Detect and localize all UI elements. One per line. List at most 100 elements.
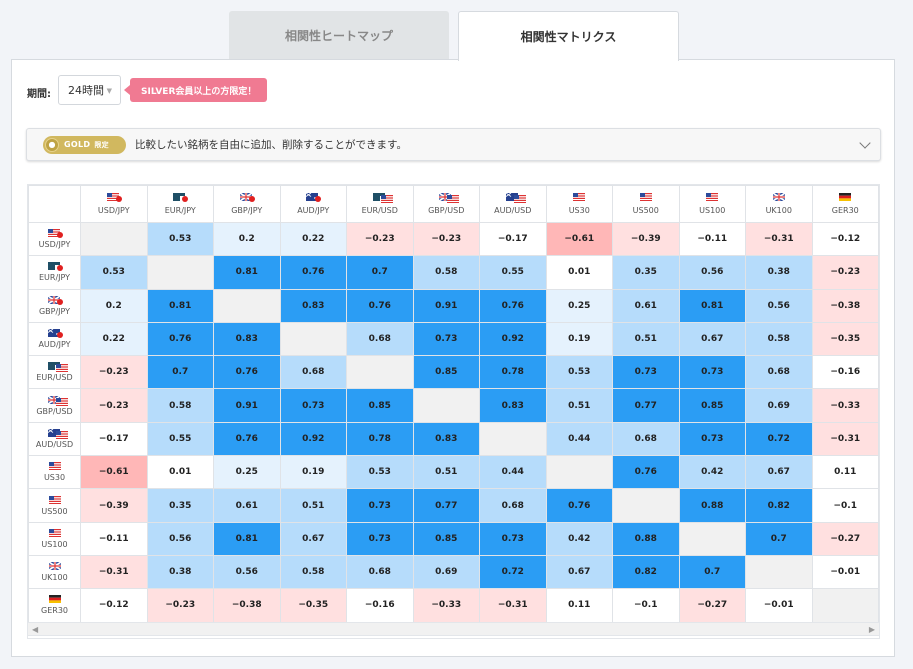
correlation-cell: 0.53 [346,455,414,490]
correlation-cell: −0.16 [346,588,414,623]
correlation-cell: 0.88 [612,521,680,556]
col-flag-icon-11 [838,193,852,202]
correlation-cell: −0.16 [811,355,879,390]
tab-matrix-label: 相関性マトリクス [520,30,617,44]
correlation-cell: 0.85 [346,388,414,423]
col-flag-icon-1 [173,193,189,202]
correlation-cell: 0.53 [80,255,148,290]
correlation-cell: 0.68 [346,554,414,590]
correlation-cell: 0.42 [545,521,613,556]
correlation-cell: 0.77 [412,488,480,523]
column-header: GER30 [811,185,879,223]
correlation-cell: −0.01 [745,588,813,623]
correlation-cell: 0.76 [479,288,547,323]
correlation-cell: −0.39 [612,221,680,257]
gold-feature-bar[interactable]: ● GOLD 限定 比較したい銘柄を自由に追加、削除することができます。 [26,128,881,161]
chevron-down-icon[interactable] [859,137,871,149]
table-row: GBP/USD −0.23 0.58 0.91 0.73 0.85 0.83 0.51 0.77… [28,388,879,423]
row-header: GBP/JPY [28,288,81,323]
column-header-label: EUR/JPY [164,206,196,215]
correlation-cell: 0.73 [479,521,547,556]
row-flag-icon-3 [47,328,63,339]
row-header-label: AUD/JPY [38,340,71,350]
row-header-label: USD/JPY [38,240,71,250]
silver-members-badge: SILVER会員以上の方限定！ [123,78,268,102]
correlation-cell: −0.23 [80,388,148,423]
correlation-cell: 0.68 [279,355,347,390]
correlation-cell: 0.7 [146,355,214,390]
gold-coin-icon: ● [45,137,59,152]
column-header-label: EUR/USD [361,206,398,215]
horizontal-scrollbar[interactable]: ◀ ▶ [27,622,880,636]
correlation-cell: 0.82 [612,554,680,590]
scroll-right-icon[interactable]: ▶ [868,625,875,634]
correlation-cell: −0.11 [80,521,148,556]
row-header-label: AUD/USD [35,439,74,449]
gold-description: 比較したい銘柄を自由に追加、削除することができます。 [135,139,407,151]
correlation-cell: 0.73 [346,521,414,556]
row-flag-icon-4 [47,362,68,373]
correlation-cell [412,388,480,423]
row-header-label: US500 [41,506,68,516]
correlation-cell: 0.78 [346,421,414,457]
col-flag-icon-10 [772,192,786,202]
row-flag-icon-2 [47,295,63,305]
correlation-cell: 0.58 [279,554,347,590]
gold-badge-suffix: 限定 [94,140,109,149]
column-header-label: UK100 [765,206,792,215]
correlation-cell: 0.81 [213,521,281,556]
period-value: 24時間 [68,84,104,97]
row-flag-icon-7 [48,462,62,471]
correlation-cell: 0.51 [612,321,680,357]
correlation-cell: 0.22 [279,221,347,257]
table-row: AUD/JPY 0.22 0.76 0.83 0.68 0.73 0.92 0.19 0.51 0… [28,321,879,357]
correlation-cell: −0.31 [811,421,879,457]
correlation-cell: 0.68 [479,488,547,523]
correlation-cell [80,221,148,257]
correlation-cell: −0.12 [80,588,148,623]
correlation-cell: −0.61 [80,455,148,490]
correlation-cell: 0.69 [412,554,480,590]
col-flag-icon-9 [705,193,719,202]
correlation-cell: −0.1 [811,488,879,523]
row-header: GBP/USD [28,388,81,423]
row-flag-icon-10 [48,561,62,571]
row-header: AUD/USD [28,421,81,457]
column-header: US500 [612,185,680,223]
correlation-cell: 0.68 [346,321,414,357]
correlation-cell: 0.78 [479,355,547,390]
correlation-cell: 0.88 [678,488,746,523]
correlation-cell: −0.23 [80,355,148,390]
correlation-matrix[interactable]: USD/JPY EUR/JPY GBP/JPY AUD/JPY EUR/USD GBP/U… [27,184,880,639]
correlation-cell: −0.11 [678,221,746,257]
column-header: AUD/JPY [279,185,347,223]
row-header: US100 [28,521,81,556]
silver-badge-text: SILVER会員以上の方限定！ [141,86,257,97]
correlation-cell: 0.81 [146,288,214,323]
correlation-cell: 0.85 [412,355,480,390]
correlation-cell: −0.39 [80,488,148,523]
correlation-cell [811,588,879,623]
correlation-cell: 0.83 [479,388,547,423]
correlation-cell [213,288,281,323]
column-header: GBP/JPY [213,185,281,223]
tab-heatmap[interactable]: 相関性ヒートマップ [229,11,449,59]
correlation-cell: 0.51 [545,388,613,423]
correlation-cell: 0.81 [213,255,281,290]
column-header-label: US100 [699,206,726,215]
scroll-left-icon[interactable]: ◀ [32,625,39,634]
correlation-cell: 0.19 [279,455,347,490]
correlation-cell: −0.12 [811,221,879,257]
column-header-label: US500 [632,206,659,215]
correlation-cell: 0.68 [612,421,680,457]
period-select[interactable]: 24時間 ▼ [58,75,121,105]
correlation-cell [545,455,613,490]
table-row: GBP/JPY 0.2 0.81 0.83 0.76 0.91 0.76 0.25 0.61 0.… [28,288,879,323]
column-header: EUR/JPY [146,185,214,223]
correlation-cell: 0.76 [346,288,414,323]
row-header: EUR/USD [28,355,81,390]
correlation-cell [146,255,214,290]
tab-matrix[interactable]: 相関性マトリクス [458,11,679,61]
correlation-cell: 0.7 [745,521,813,556]
correlation-cell: −0.23 [146,588,214,623]
